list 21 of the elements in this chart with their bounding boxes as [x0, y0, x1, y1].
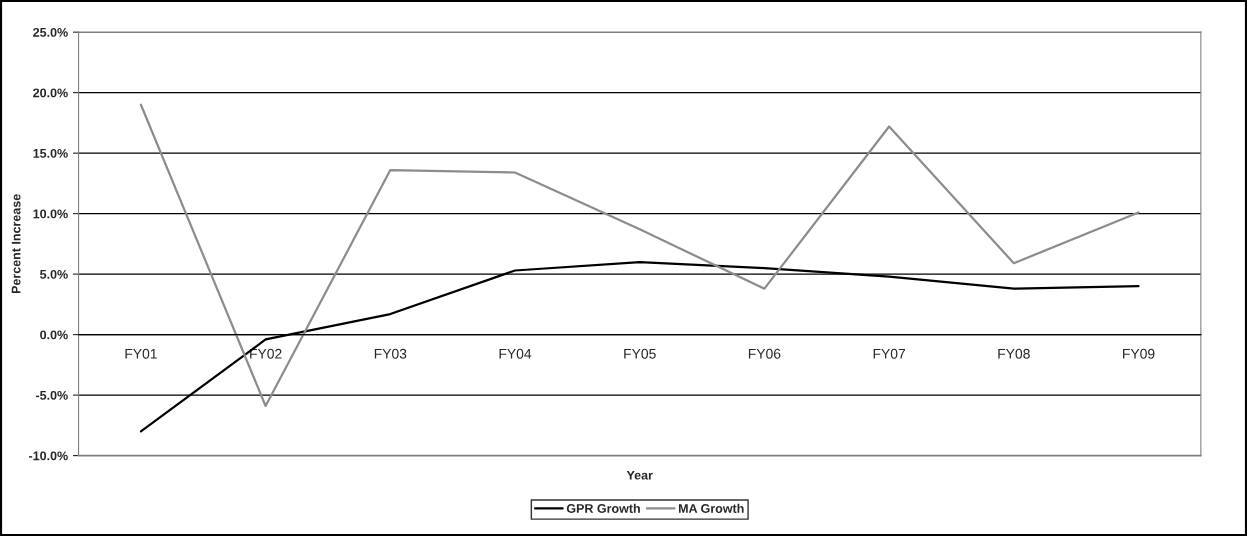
y-tick-label: 25.0%	[33, 27, 68, 37]
x-tick-label: FY07	[873, 348, 906, 359]
legend-label: MA Growth	[678, 503, 744, 513]
x-tick-label: FY04	[499, 348, 532, 359]
x-tick-label: FY08	[998, 348, 1030, 359]
y-axis-title: Percent Increase	[11, 194, 21, 294]
x-tick-label: FY03	[374, 348, 407, 359]
legend-label: GPR Growth	[566, 503, 640, 513]
x-tick-label: FY06	[748, 348, 781, 359]
y-tick-label: 10.0%	[33, 209, 68, 219]
y-tick-label: -5.0%	[35, 390, 68, 400]
x-tick-label: FY05	[624, 348, 656, 359]
y-tick-label: 20.0%	[33, 88, 68, 98]
x-tick-label: FY01	[125, 348, 157, 359]
y-tick-label: 0.0%	[40, 330, 68, 340]
x-tick-label: FY02	[250, 348, 282, 359]
y-tick-label: 15.0%	[33, 148, 68, 158]
y-tick-label: -10.0%	[29, 451, 68, 461]
x-axis-title: Year	[626, 470, 653, 480]
x-tick-label: FY09	[1123, 348, 1155, 359]
y-tick-label: 5.0%	[40, 269, 68, 279]
